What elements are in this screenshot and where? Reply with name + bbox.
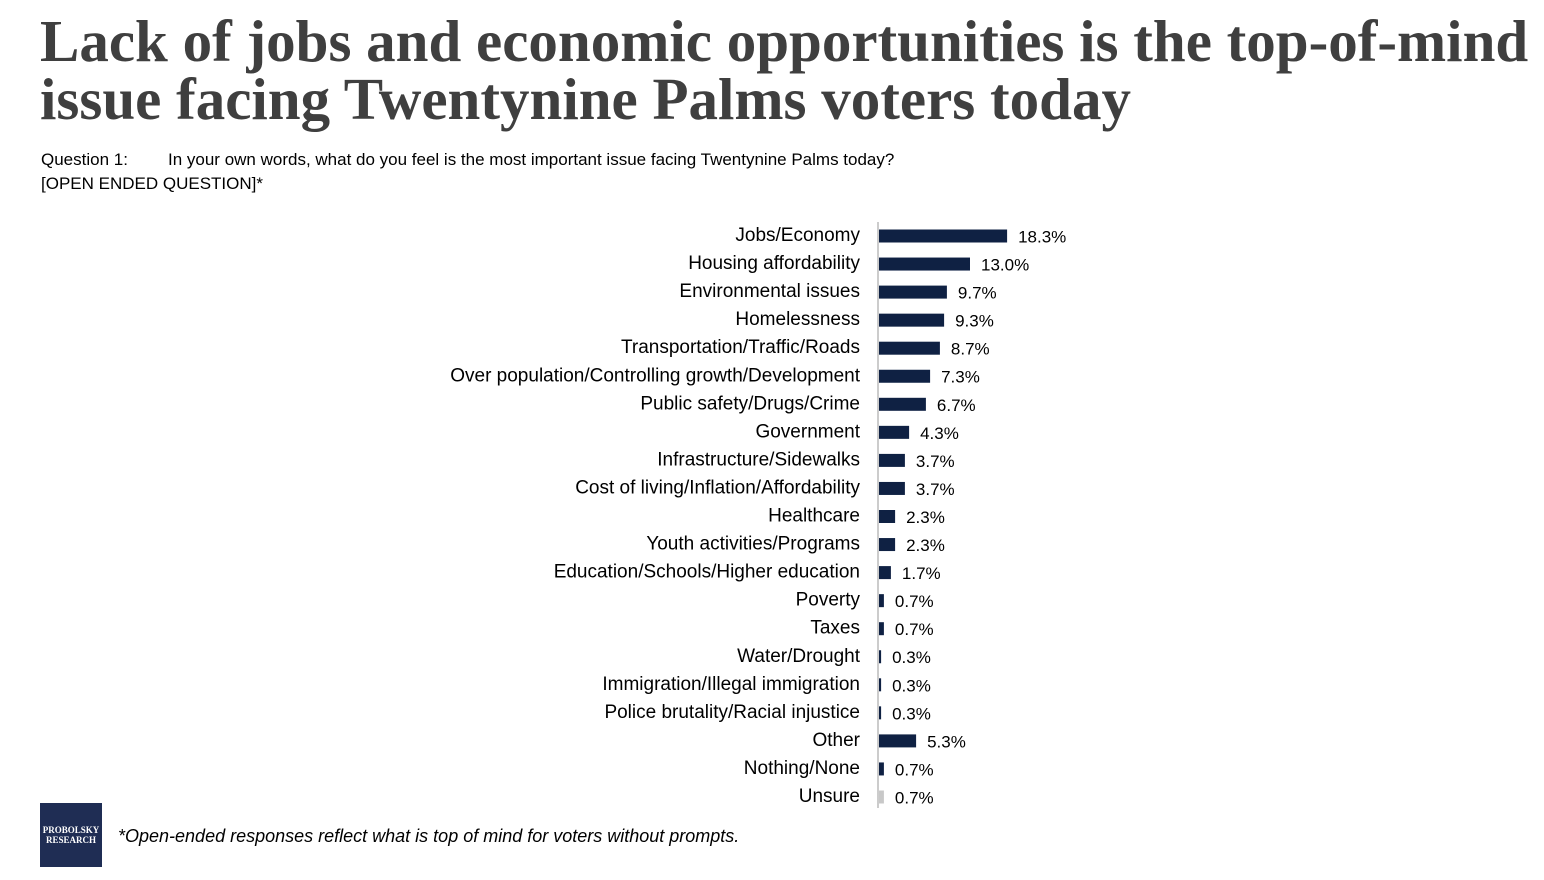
value-label: 8.7% (951, 340, 990, 359)
bar (879, 566, 891, 580)
category-label: Homelessness (735, 309, 860, 330)
category-label: Government (755, 421, 860, 442)
value-label: 9.7% (958, 284, 997, 303)
bar (879, 285, 947, 299)
value-label: 0.3% (892, 648, 931, 667)
category-label: Immigration/Illegal immigration (602, 674, 860, 695)
value-label: 13.0% (981, 256, 1029, 275)
bar (879, 313, 945, 327)
category-label: Youth activities/Programs (646, 534, 860, 555)
bar (879, 341, 940, 355)
bar (879, 650, 882, 664)
bar (879, 425, 910, 439)
value-label: 3.7% (916, 452, 955, 471)
bar (879, 622, 884, 636)
category-label: Other (812, 730, 860, 751)
bar (879, 678, 882, 692)
bar (879, 229, 1008, 243)
category-label: Nothing/None (744, 758, 860, 779)
value-label: 0.3% (892, 704, 931, 723)
question: In your own words, what do you feel is t… (168, 150, 895, 169)
value-label: 1.7% (902, 564, 941, 583)
category-label: Water/Drought (737, 646, 861, 667)
value-label: 0.7% (895, 620, 934, 639)
bar (879, 397, 926, 411)
value-label: 2.3% (906, 536, 945, 555)
value-label: 0.7% (895, 788, 934, 807)
category-label: Poverty (796, 590, 861, 611)
category-label: Police brutality/Racial injustice (604, 702, 860, 723)
footnote: *Open-ended responses reflect what is to… (118, 826, 740, 846)
bar (879, 257, 970, 271)
category-label: Over population/Controlling growth/Devel… (450, 365, 861, 386)
value-label: 3.7% (916, 480, 955, 499)
bar (879, 762, 884, 776)
bar (879, 453, 905, 467)
value-label: 0.7% (895, 592, 934, 611)
question-label: Question 1: (41, 150, 128, 169)
bar (879, 369, 931, 383)
bar (879, 481, 905, 495)
question-note: [OPEN ENDED QUESTION]* (41, 174, 263, 193)
category-label: Healthcare (768, 506, 860, 527)
category-label: Housing affordability (688, 253, 860, 274)
value-label: 2.3% (906, 508, 945, 527)
value-label: 0.7% (895, 760, 934, 779)
chart-title: Lack of jobs and economic opportunities … (40, 8, 1529, 132)
bar (879, 538, 896, 552)
value-label: 9.3% (955, 312, 994, 331)
category-label: Transportation/Traffic/Roads (621, 337, 860, 358)
value-label: 0.3% (892, 676, 931, 695)
category-label: Cost of living/Inflation/Affordability (575, 477, 860, 498)
logo: PROBOLSKY RESEARCH (40, 803, 102, 867)
value-label: 6.7% (937, 396, 976, 415)
bar (879, 594, 884, 608)
value-label: 18.3% (1018, 227, 1066, 246)
value-label: 7.3% (941, 368, 980, 387)
bar (879, 510, 896, 523)
value-label: 4.3% (920, 424, 959, 443)
value-label: 5.3% (927, 732, 966, 751)
category-label: Education/Schools/Higher education (554, 562, 860, 583)
category-label: Unsure (799, 786, 860, 807)
category-label: Environmental issues (679, 281, 860, 302)
bar (879, 734, 917, 748)
category-label: Public safety/Drugs/Crime (640, 393, 860, 414)
category-label: Jobs/Economy (735, 225, 860, 246)
category-label: Infrastructure/Sidewalks (657, 449, 860, 470)
bar (879, 790, 884, 804)
category-label: Taxes (810, 618, 860, 639)
bar (879, 706, 882, 720)
